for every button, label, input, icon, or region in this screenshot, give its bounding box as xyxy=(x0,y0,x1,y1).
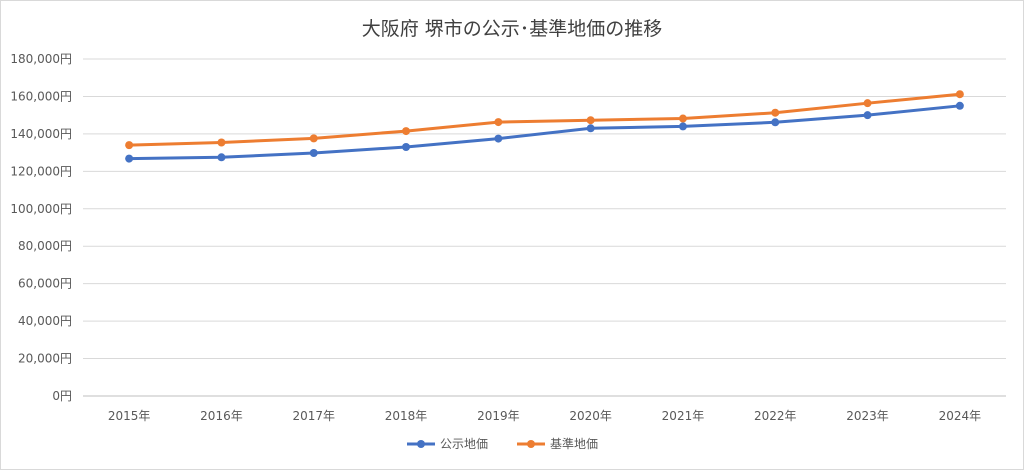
x-tick-label: 2018年 xyxy=(385,409,428,423)
data-point xyxy=(125,154,134,163)
series-line-1 xyxy=(127,104,962,161)
y-tick-label: 140,000円 xyxy=(10,127,72,141)
data-point xyxy=(217,153,226,162)
legend-marker xyxy=(417,440,425,448)
data-point xyxy=(309,148,318,157)
y-tick-label: 20,000円 xyxy=(18,352,72,366)
data-point xyxy=(494,118,503,127)
legend: 公示地価 基準地価 xyxy=(407,436,598,451)
x-tick-label: 2015年 xyxy=(108,409,151,423)
data-point xyxy=(955,101,964,110)
y-tick-label: 60,000円 xyxy=(18,277,72,291)
series-line-2 xyxy=(127,92,962,147)
legend-label: 基準地価 xyxy=(550,436,598,451)
y-tick-label: 40,000円 xyxy=(18,314,72,328)
y-tick-label: 180,000円 xyxy=(10,52,72,66)
x-tick-label: 2017年 xyxy=(292,409,335,423)
legend-marker xyxy=(527,440,535,448)
data-point xyxy=(863,99,872,108)
data-point xyxy=(678,122,687,131)
y-tick-label: 0円 xyxy=(52,389,72,403)
data-point xyxy=(217,138,226,147)
x-tick-label: 2022年 xyxy=(754,409,797,423)
y-tick-label: 160,000円 xyxy=(10,89,72,103)
data-point xyxy=(863,111,872,120)
legend-label: 公示地価 xyxy=(440,437,488,451)
data-point xyxy=(402,142,411,151)
series-group xyxy=(125,90,964,163)
y-axis: 0円 20,000円 40,000円 60,000円 80,000円 100,000円 12… xyxy=(10,52,72,403)
gridlines xyxy=(83,58,1006,397)
data-point xyxy=(586,116,595,125)
x-tick-label: 2023年 xyxy=(846,409,889,423)
data-point xyxy=(771,118,780,127)
y-tick-label: 100,000円 xyxy=(10,202,72,216)
x-tick-label: 2019年 xyxy=(477,409,520,423)
data-point xyxy=(494,134,503,143)
x-axis: 2015年 2016年 2017年 2018年 2019年 2020年 2021年 2022年… xyxy=(108,409,981,423)
x-tick-label: 2020年 xyxy=(569,409,612,423)
y-tick-label: 120,000円 xyxy=(10,164,72,178)
y-tick-label: 80,000円 xyxy=(18,239,72,253)
x-tick-label: 2024年 xyxy=(939,409,982,423)
data-point xyxy=(678,114,687,123)
data-point xyxy=(402,127,411,136)
data-point xyxy=(125,141,134,150)
data-point xyxy=(955,90,964,99)
data-point xyxy=(771,108,780,117)
chart-title: 大阪府 堺市の公示･基準地価の推移 xyxy=(361,18,663,40)
data-point xyxy=(309,134,318,143)
x-tick-label: 2021年 xyxy=(662,409,705,423)
x-tick-label: 2016年 xyxy=(200,409,243,423)
data-point xyxy=(586,124,595,133)
